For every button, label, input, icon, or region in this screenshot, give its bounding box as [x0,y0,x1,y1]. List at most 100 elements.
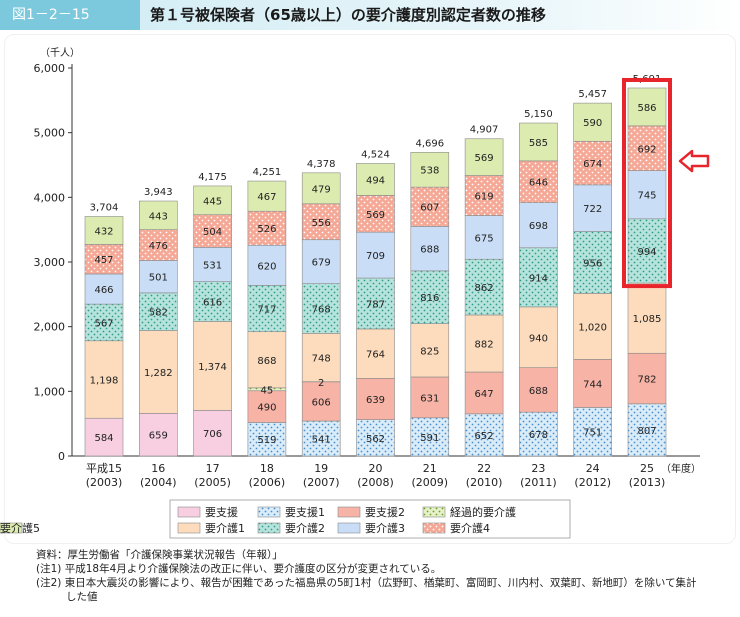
segment-value-label: 466 [94,285,113,296]
bar-segment [573,407,613,457]
segment-value-label: 45 [261,385,274,396]
legend-item: 要介護2 [257,521,325,535]
segment-value-label: 698 [529,221,548,232]
segment-value-label: 2 [318,378,324,389]
segment-value-label: 567 [94,318,113,329]
x-tick-label: 25 [640,462,654,475]
segment-value-label: 764 [366,350,385,361]
bar-segment [410,152,450,188]
bar-segment [193,185,232,216]
bar-segment [247,390,287,423]
x-tick-year: (2008) [357,476,394,489]
legend-swatch [422,506,446,518]
segment-value-label: 782 [637,375,656,386]
bar-segment [573,140,613,186]
segment-value-label: 443 [149,211,168,222]
x-tick-label: 19 [314,462,328,475]
bar-segment [247,285,287,333]
x-tick-label: 18 [260,462,274,475]
bar-segment [410,186,450,227]
segment-value-label: 476 [149,241,168,252]
y-tick-label: 5,000 [34,127,66,140]
segment-value-label: 659 [149,431,168,442]
bar-segment [464,371,504,415]
x-tick-year: (2003) [86,476,123,489]
bar-segment [519,411,558,457]
bar-segment [247,244,287,286]
figure-title: 第１号被保険者（65歳以上）の要介護度別認定者数の推移 [150,6,546,24]
bar-segment [193,281,232,322]
bar-segment [301,333,341,382]
bar-segment [301,283,341,334]
legend-item: 要支援1 [257,505,325,519]
bar-segment [84,303,124,342]
segment-value-label: 494 [366,175,385,186]
y-tick-label: 6,000 [34,62,66,75]
segment-value-label: 744 [583,379,602,390]
legend-item: 要介護1 [177,521,245,535]
segment-value-label: 717 [257,305,276,316]
bar-total-label: 5,150 [524,109,553,120]
bar-total-label: 4,907 [470,125,499,136]
segment-value-label: 882 [475,339,494,350]
segment-value-label: 940 [529,333,548,344]
segment-value-label: 620 [257,261,276,272]
segment-value-label: 616 [203,298,222,309]
bar-segment [464,215,504,260]
segment-value-label: 748 [312,354,331,365]
segment-value-label: 914 [529,273,548,284]
segment-value-label: 639 [366,395,385,406]
segment-value-label: 562 [366,434,385,445]
segment-value-label: 862 [475,283,494,294]
y-axis-unit: （千人） [40,47,80,59]
segment-value-label: 1,198 [90,375,119,386]
segment-value-label: 1,020 [578,322,607,333]
bar-segment [84,273,124,305]
note-2: (注2) 東日本大震災の影響により、報告が困難であった福島県の5町1村（広野町、… [36,577,697,589]
bar-segment [573,184,613,232]
x-tick-label: 22 [477,462,491,475]
bar-total-label: 3,704 [90,202,119,213]
bar-segment [627,170,667,220]
bar-segment [139,260,178,294]
bar-segment [573,231,613,294]
segment-value-label: 1,282 [144,368,173,379]
legend-item: 要介護3 [337,521,405,535]
bar-segment [301,381,341,422]
bar-segment [247,180,287,212]
segment-value-label: 706 [203,429,222,440]
segment-value-label: 956 [583,258,602,269]
y-tick-label: 3,000 [34,256,66,269]
x-tick-year: (2013) [629,476,666,489]
segment-value-label: 619 [475,192,494,203]
segment-value-label: 675 [475,233,494,244]
bar-segment [193,410,232,457]
legend-item: 要支援2 [337,505,405,519]
bar-segment [139,229,178,261]
legend-label: 要介護4 [450,521,490,535]
bar-segment [139,292,178,331]
segment-value-label: 745 [637,191,656,202]
bar-segment [193,321,232,411]
segment-value-label: 538 [420,166,439,177]
bar-segment [247,331,287,389]
segment-value-label: 768 [312,304,331,315]
x-axis-unit: （年度） [661,462,701,475]
highlight-overlay [622,77,710,289]
segment-value-label: 692 [637,144,656,155]
bar-total-label: 4,175 [198,172,227,183]
note-2-continued: した値 [66,591,98,603]
legend-item: 要介護5 [0,521,40,535]
highlight-arrow [678,149,710,173]
segment-value-label: 490 [257,403,276,414]
bar-segment [627,403,667,457]
note-1: (注1) 平成18年4月より介護保険法の改正に伴い、要介護度の区分が変更されてい… [36,563,442,575]
legend-label: 要支援2 [365,505,405,519]
segment-value-label: 569 [475,153,494,164]
bar-segment [464,258,504,316]
legend-label: 経過的要介護 [450,505,516,519]
bar-segment [139,200,178,230]
segment-value-label: 646 [529,178,548,189]
highlight-box [622,77,672,289]
bar-segment [573,102,613,142]
